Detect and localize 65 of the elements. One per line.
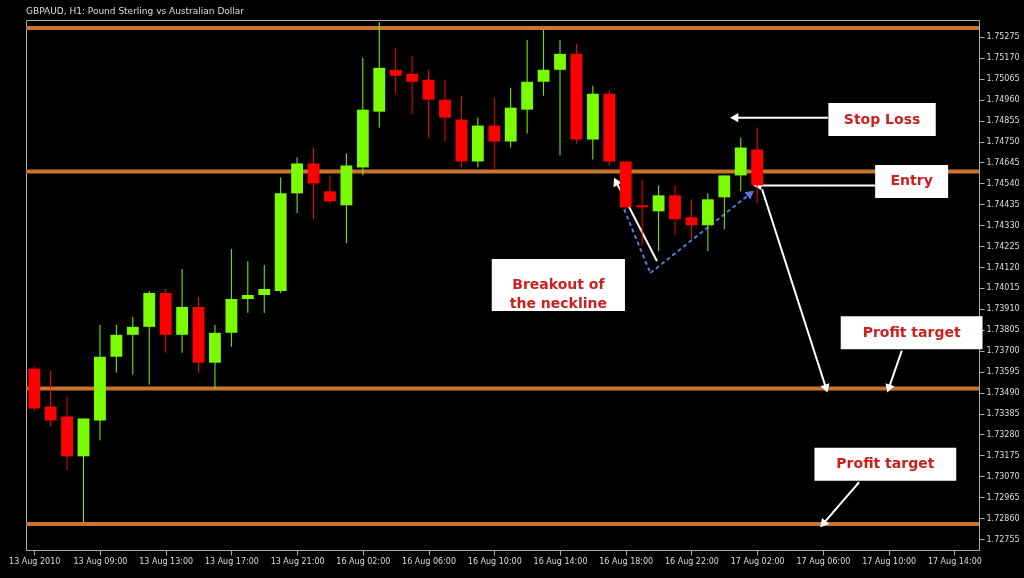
x-tick-label: 16 Aug 02:00 <box>336 556 391 566</box>
x-tick-label: 16 Aug 06:00 <box>402 556 457 566</box>
candlestick <box>324 174 336 204</box>
candlestick <box>669 184 681 236</box>
candlestick <box>389 47 402 95</box>
candlestick <box>258 264 271 314</box>
x-tick-label: 16 Aug 22:00 <box>664 556 719 566</box>
y-tick-label: 1.74330 <box>986 220 1020 230</box>
x-tick-label: 16 Aug 14:00 <box>533 556 588 566</box>
y-tick-label: 1.73385 <box>986 409 1020 419</box>
annotation: Profit target <box>862 323 961 340</box>
y-tick-label: 1.74960 <box>986 95 1020 105</box>
x-tick-label: 13 Aug 09:00 <box>73 556 128 566</box>
candlestick <box>422 69 435 139</box>
x-tick-label: 13 Aug 17:00 <box>204 556 259 566</box>
y-tick-label: 1.74015 <box>986 283 1020 293</box>
y-tick-label: 1.72965 <box>986 492 1020 502</box>
annotation: Breakout of the neckline <box>509 276 607 311</box>
y-tick-label: 1.74750 <box>986 137 1020 147</box>
candlestick <box>685 198 698 240</box>
candlestick <box>126 316 139 376</box>
y-tick-label: 1.73595 <box>986 367 1020 377</box>
candlestick <box>554 39 566 156</box>
y-tick-label: 1.73280 <box>986 429 1020 439</box>
y-tick-label: 1.75275 <box>986 32 1020 42</box>
x-tick-label: 13 Aug 21:00 <box>270 556 325 566</box>
y-tick-label: 1.73175 <box>986 450 1020 460</box>
candlestick <box>44 370 57 427</box>
x-tick-label: 16 Aug 18:00 <box>599 556 654 566</box>
y-tick-label: 1.73700 <box>986 346 1020 356</box>
candlestick <box>537 29 550 97</box>
y-tick-label: 1.73490 <box>986 388 1020 398</box>
chart-title: GBPAUD, H1: Pound Sterling vs Australian Dollar <box>26 6 245 16</box>
y-tick-label: 1.74645 <box>986 157 1020 167</box>
x-tick-label: 13 Aug 13:00 <box>139 556 194 566</box>
candlestick <box>488 97 501 170</box>
x-tick-label: 17 Aug 02:00 <box>730 556 785 566</box>
candlestick <box>406 55 419 115</box>
candlestick <box>718 174 731 230</box>
x-tick-label: 17 Aug 06:00 <box>796 556 851 566</box>
y-tick-label: 1.73910 <box>986 304 1020 314</box>
y-tick-label: 1.74120 <box>986 262 1020 272</box>
y-tick-label: 1.74855 <box>986 116 1020 126</box>
y-tick-label: 1.73805 <box>986 325 1020 335</box>
annotation: Entry <box>890 172 933 189</box>
candlestick <box>652 184 665 252</box>
y-tick-label: 1.73070 <box>986 471 1020 481</box>
y-tick-label: 1.75065 <box>986 74 1020 84</box>
x-tick-label: 17 Aug 14:00 <box>927 556 982 566</box>
x-tick-label: 17 Aug 10:00 <box>862 556 917 566</box>
candlestick <box>439 79 451 143</box>
annotation: Stop Loss <box>843 110 921 127</box>
x-tick-label: 16 Aug 10:00 <box>467 556 522 566</box>
candlestick <box>241 260 254 314</box>
candlestick <box>307 147 320 220</box>
y-tick-label: 1.74540 <box>986 178 1020 188</box>
y-tick-label: 1.72755 <box>986 534 1020 544</box>
x-tick-label: 13 Aug 2010 <box>9 556 61 566</box>
y-tick-label: 1.72860 <box>986 513 1020 523</box>
annotation: Profit target <box>836 455 935 472</box>
y-tick-label: 1.75170 <box>986 53 1020 63</box>
candlestick <box>110 324 123 374</box>
y-tick-label: 1.74225 <box>986 241 1020 251</box>
candlestick <box>636 178 649 246</box>
y-tick-label: 1.74435 <box>986 199 1020 209</box>
